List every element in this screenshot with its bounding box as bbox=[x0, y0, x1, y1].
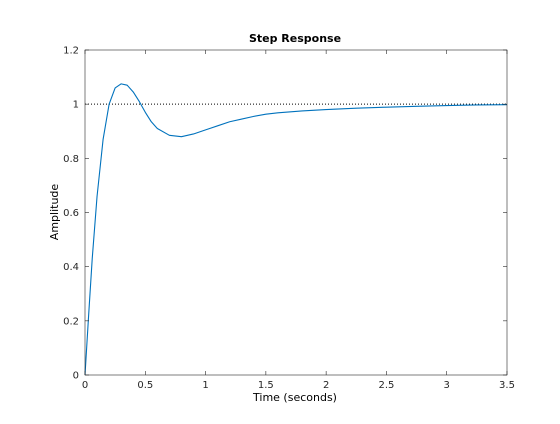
x-tick-label: 0.5 bbox=[137, 380, 153, 391]
x-tick-label: 3.5 bbox=[499, 380, 515, 391]
plot-area bbox=[85, 50, 507, 375]
x-tick-label: 2.5 bbox=[378, 380, 394, 391]
chart-title: Step Response bbox=[249, 32, 341, 45]
y-tick-label: 1.2 bbox=[63, 46, 79, 57]
x-tick-label: 3 bbox=[444, 380, 450, 391]
x-tick-label: 1 bbox=[202, 380, 208, 391]
x-axis-label: Time (seconds) bbox=[252, 391, 337, 404]
y-tick-label: 0 bbox=[73, 371, 79, 382]
y-axis-label: Amplitude bbox=[48, 184, 61, 241]
y-tick-label: 0.8 bbox=[63, 154, 79, 165]
x-tick-label: 2 bbox=[323, 380, 329, 391]
y-tick-label: 0.4 bbox=[63, 262, 79, 273]
y-tick-label: 1 bbox=[73, 100, 79, 111]
y-tick-label: 0.2 bbox=[63, 316, 79, 327]
x-tick-label: 1.5 bbox=[258, 380, 274, 391]
y-tick-label: 0.6 bbox=[63, 208, 79, 219]
x-tick-label: 0 bbox=[82, 380, 88, 391]
series-line-0 bbox=[84, 83, 508, 376]
